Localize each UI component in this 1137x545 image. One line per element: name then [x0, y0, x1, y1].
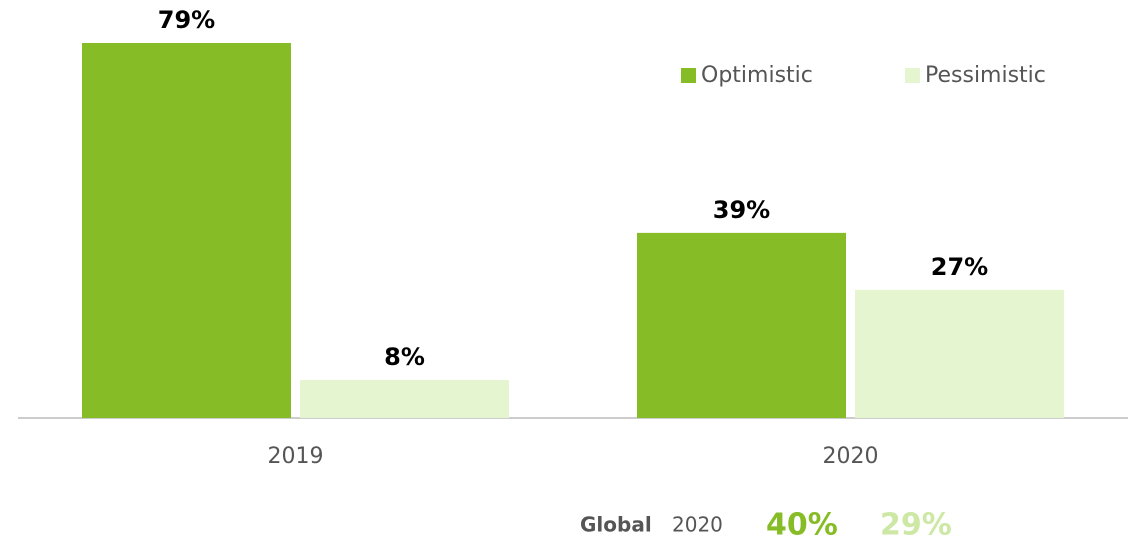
legend-label: Pessimistic: [925, 63, 1046, 88]
bar: [82, 43, 291, 418]
data-label: 79%: [158, 6, 215, 34]
bar: [300, 380, 509, 418]
bar: [637, 232, 846, 418]
legend-label: Optimistic: [701, 63, 813, 88]
bar: [855, 289, 1064, 418]
footer-value: 40%: [766, 508, 838, 543]
footer-year: 2020: [672, 513, 723, 537]
footer-label: Global: [580, 513, 652, 537]
x-tick-label: 2019: [268, 444, 324, 469]
x-tick-label: 2020: [823, 444, 879, 469]
legend-swatch: [905, 68, 920, 83]
data-label: 27%: [931, 253, 988, 281]
footer-value: 29%: [880, 508, 952, 543]
data-label: 39%: [713, 196, 770, 224]
data-label: 8%: [384, 343, 425, 371]
legend-swatch: [681, 68, 696, 83]
